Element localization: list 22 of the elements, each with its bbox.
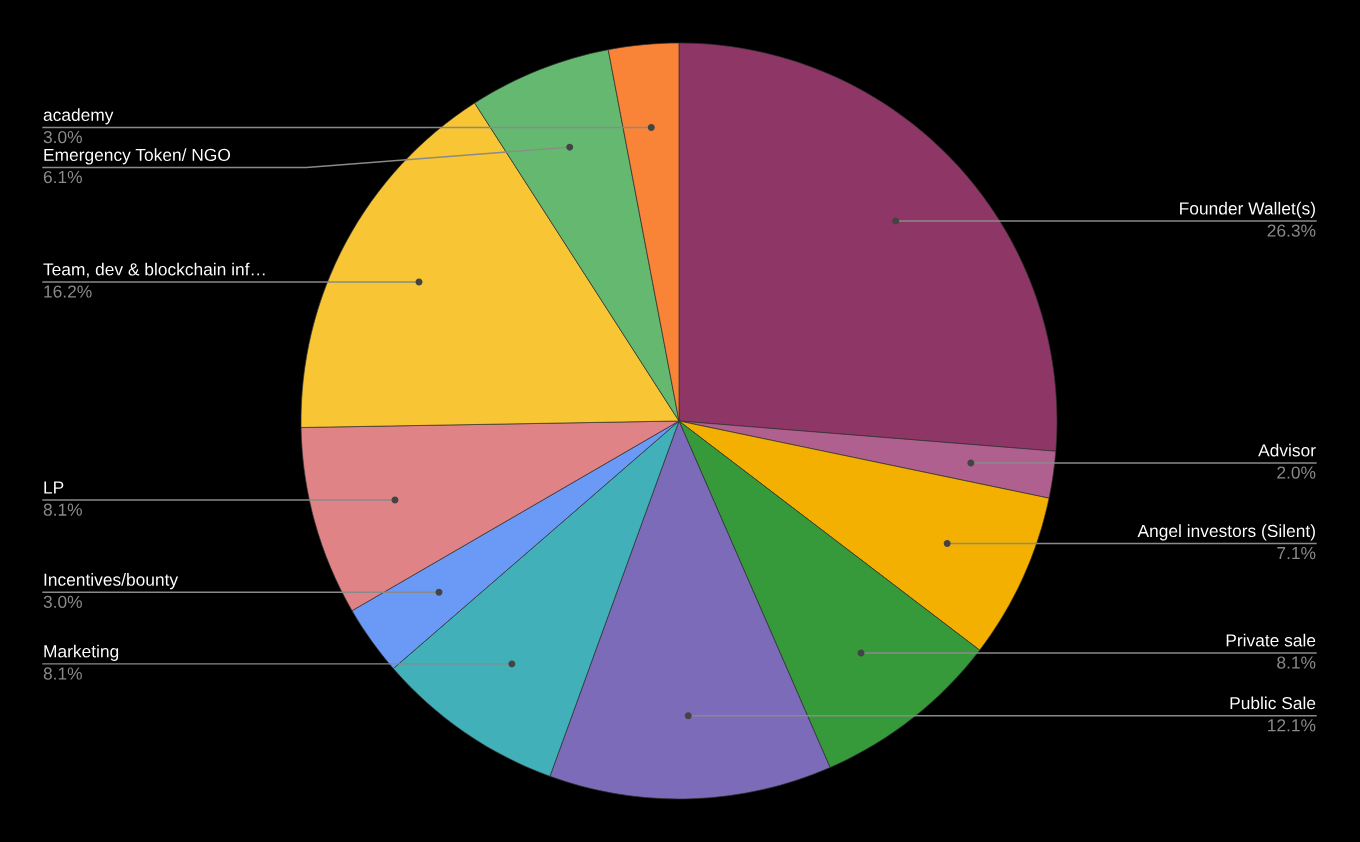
data-label: 26.3%: [1267, 224, 1316, 237]
slice-label: Public Sale: [1230, 696, 1316, 710]
slice-label: Private sale: [1226, 633, 1316, 647]
slice-label: Incentives/bounty: [44, 573, 179, 590]
data-label: 8.1%: [1277, 656, 1316, 669]
data-label: 3.0%: [43, 130, 82, 144]
slice-label: Angel investors (Silent): [1137, 524, 1315, 541]
data-label: 12.1%: [1268, 719, 1316, 732]
data-label: 8.1%: [43, 667, 82, 680]
slice-label: Team, dev & blockchain inf…: [43, 262, 265, 278]
slice-label: LP: [44, 481, 64, 494]
slice-label: Emergency Token/ NGO: [44, 148, 231, 165]
slice-label: academy: [43, 108, 114, 125]
data-label: 8.1%: [43, 503, 82, 516]
data-label: 16.2%: [44, 285, 92, 298]
slice-label: Advisor: [1258, 443, 1316, 457]
data-label: 3.0%: [43, 595, 82, 609]
data-label: 7.1%: [1277, 547, 1316, 560]
slice-label: Founder Wallet(s): [1180, 201, 1315, 219]
slice-label: Marketing: [44, 644, 119, 661]
data-label: 6.1%: [43, 170, 82, 184]
data-label: 2.0%: [1277, 466, 1316, 479]
